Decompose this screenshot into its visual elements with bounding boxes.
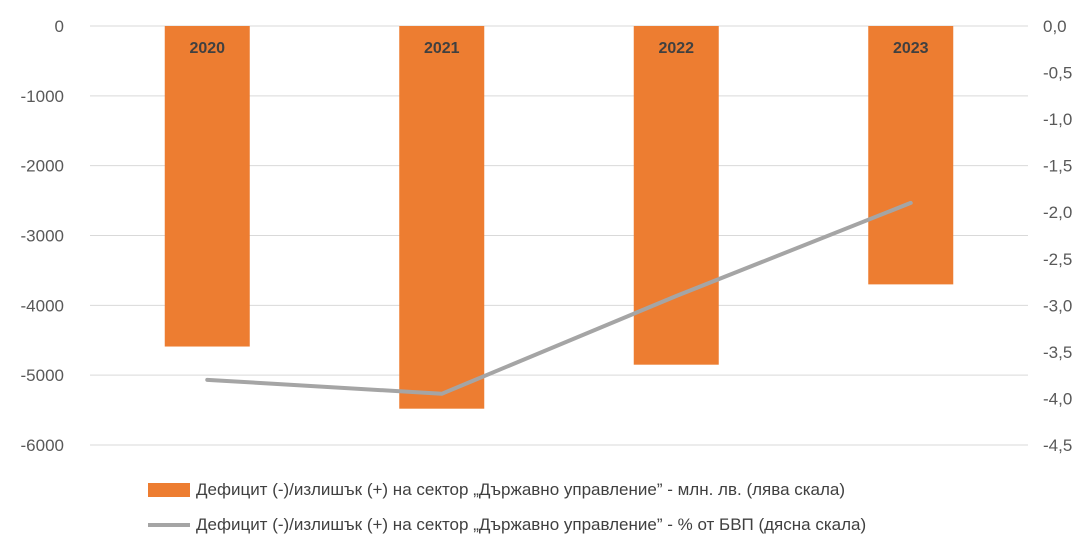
left-axis-tick-label: -1000 [21, 87, 64, 106]
chart-plot-area: 2020 2021 2022 2023 0 -1000 -2000 -3000 -4000 -5… [21, 17, 1073, 455]
legend-swatch-bar [148, 483, 190, 497]
category-label-2022: 2022 [658, 40, 694, 57]
right-axis-tick-label: -3,5 [1043, 343, 1072, 362]
right-axis-tick-label: -2,5 [1043, 250, 1072, 269]
right-axis-tick-label: -4,5 [1043, 436, 1072, 455]
legend-item-line-series: Дефицит (-)/излишък (+) на сектор „Държа… [148, 515, 866, 535]
legend-item-bar-series: Дефицит (-)/излишък (+) на сектор „Държа… [148, 480, 845, 500]
line-series-gdp-percent [205, 200, 913, 396]
legend: Дефицит (-)/излишък (+) на сектор „Държа… [0, 470, 1082, 541]
bar-2021 [399, 26, 485, 409]
legend-label-line-series: Дефицит (-)/излишък (+) на сектор „Държа… [196, 515, 867, 534]
left-axis-tick-label: 0 [55, 17, 64, 36]
right-axis-tick-label: -4,0 [1043, 389, 1072, 408]
left-axis-tick-label: -2000 [21, 157, 64, 176]
category-label-2020: 2020 [189, 40, 225, 57]
right-axis-tick-label: -0,5 [1043, 64, 1072, 83]
left-axis-tick-label: -4000 [21, 296, 64, 315]
legend-label-bar-series: Дефицит (-)/излишък (+) на сектор „Държа… [196, 480, 846, 499]
right-axis-tick-label: -1,0 [1043, 110, 1072, 129]
category-label-2023: 2023 [893, 40, 929, 57]
category-label-2021: 2021 [424, 40, 460, 57]
left-axis-tick-label: -6000 [21, 436, 64, 455]
right-axis-tick-label: 0,0 [1043, 17, 1067, 36]
right-axis-tick-label: -3,0 [1043, 296, 1072, 315]
left-axis-tick-label: -5000 [21, 366, 64, 385]
bar-2022 [633, 26, 719, 365]
left-axis-tick-label: -3000 [21, 227, 64, 246]
right-axis-tick-label: -1,5 [1043, 157, 1072, 176]
right-axis-tick-label: -2,0 [1043, 203, 1072, 222]
bar-2020 [164, 26, 250, 347]
legend-swatch-line [148, 523, 190, 527]
bar-2023 [868, 26, 954, 285]
